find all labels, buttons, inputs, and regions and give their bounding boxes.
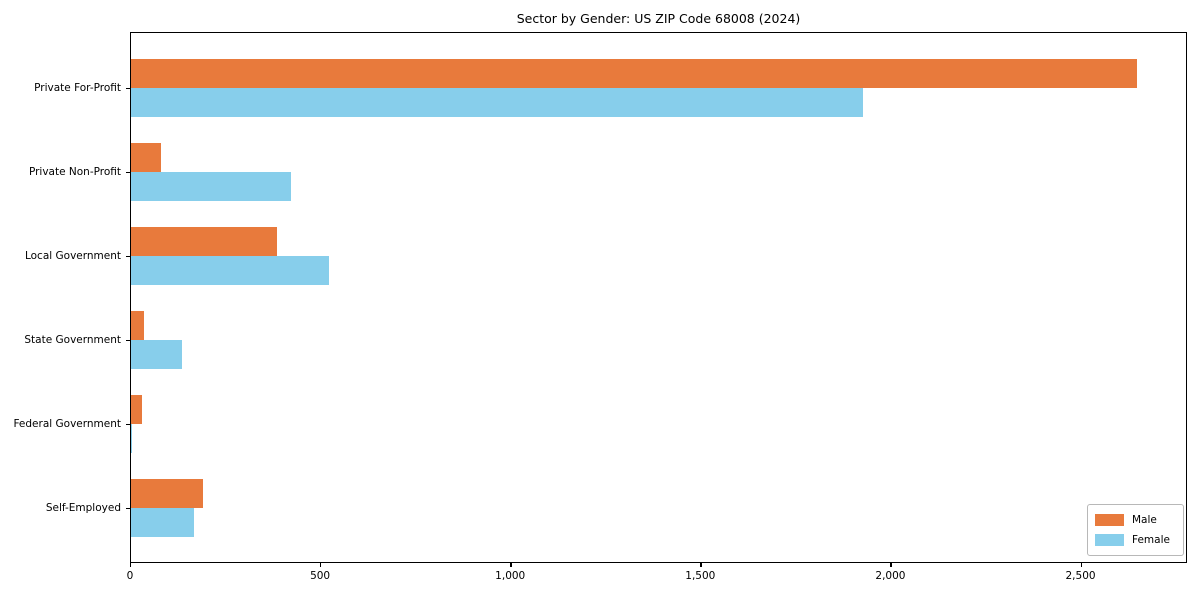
bar-female <box>131 171 291 201</box>
bar-female <box>131 339 183 369</box>
bar-female <box>131 423 133 453</box>
x-axis-tick-label: 500 <box>310 570 331 582</box>
legend-swatch <box>1095 514 1124 526</box>
bar-female <box>131 507 194 537</box>
legend-label: Male <box>1132 514 1157 526</box>
x-axis-tick-label: 2,500 <box>1065 570 1096 582</box>
y-axis-label: Local Government <box>24 250 121 262</box>
bar-male <box>131 394 143 424</box>
x-tick <box>890 563 892 567</box>
bar-male <box>131 478 204 508</box>
bar-male <box>131 58 1137 88</box>
legend-label: Female <box>1132 534 1170 546</box>
x-axis-tick-label: 1,000 <box>495 570 526 582</box>
chart-title: Sector by Gender: US ZIP Code 68008 (202… <box>516 11 801 26</box>
plot-area <box>130 32 1187 563</box>
y-tick <box>126 172 130 174</box>
y-tick <box>126 88 130 90</box>
legend-item: Male <box>1095 510 1176 530</box>
bar-female <box>131 255 329 285</box>
x-tick <box>320 563 322 567</box>
bar-male <box>131 310 145 340</box>
y-tick <box>126 424 130 426</box>
y-tick <box>126 508 130 510</box>
legend-swatch <box>1095 534 1124 546</box>
x-tick <box>700 563 702 567</box>
legend-item: Female <box>1095 530 1176 550</box>
y-tick <box>126 340 130 342</box>
bar-female <box>131 87 863 117</box>
x-tick <box>1080 563 1082 567</box>
y-axis-label: State Government <box>24 334 121 346</box>
y-tick <box>126 256 130 258</box>
y-axis-label: Private For-Profit <box>34 82 121 94</box>
bar-male <box>131 226 278 256</box>
x-tick <box>130 563 132 567</box>
x-axis-tick-label: 0 <box>126 570 134 582</box>
y-axis-label: Self-Employed <box>45 502 121 514</box>
x-axis-tick-label: 1,500 <box>685 570 716 582</box>
bar-male <box>131 142 162 172</box>
y-axis-label: Private Non-Profit <box>28 166 121 178</box>
x-tick <box>510 563 512 567</box>
x-axis-tick-label: 2,000 <box>875 570 906 582</box>
legend: Male Female <box>1087 504 1184 556</box>
y-axis-label: Federal Government <box>13 418 121 430</box>
